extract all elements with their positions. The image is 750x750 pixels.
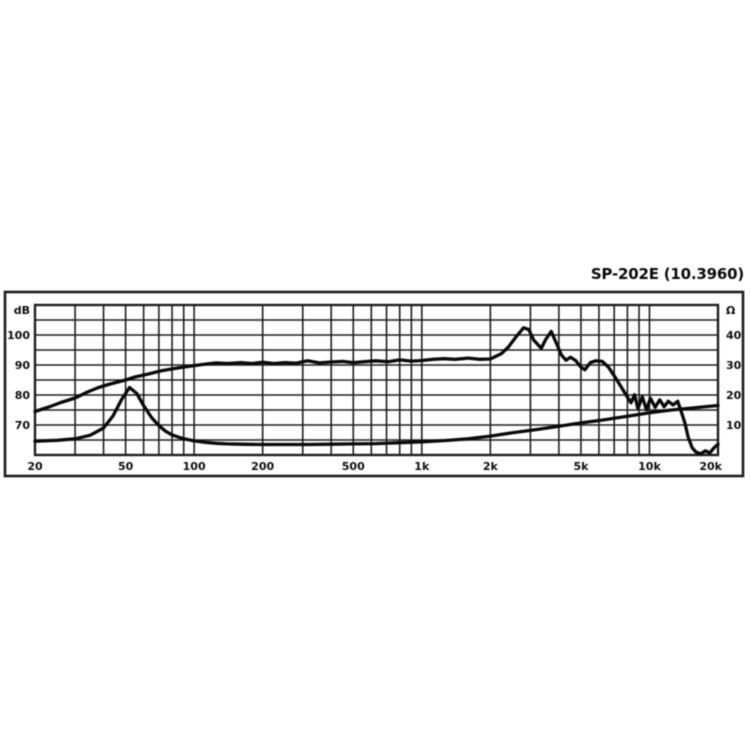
x-axis-tick-label: 10k [638, 460, 661, 473]
y-axis-left-tick-label: 80 [15, 389, 31, 402]
x-axis-tick-label: 20 [27, 460, 43, 473]
y-axis-right-unit-label: Ω [726, 304, 736, 317]
y-axis-left-tick-label: 90 [15, 359, 31, 372]
y-axis-left-tick-label: 70 [15, 419, 31, 432]
y-axis-left-tick-label: 100 [7, 329, 30, 342]
x-axis-tick-label: 100 [183, 460, 206, 473]
y-axis-right-tick-label: 10 [726, 419, 742, 432]
y-axis-right-tick-label: 30 [726, 359, 742, 372]
x-axis-tick-label: 1k [414, 460, 430, 473]
y-axis-right-tick-label: 40 [726, 329, 742, 342]
x-axis-tick-label: 200 [251, 460, 274, 473]
x-axis-tick-label: 500 [342, 460, 365, 473]
x-axis-tick-label: 5k [573, 460, 589, 473]
x-axis-tick-label: 20k [699, 460, 722, 473]
plot-border [33, 303, 720, 457]
x-axis-tick-label: 50 [118, 460, 134, 473]
impedance-curve [33, 385, 720, 447]
x-axis-tick-label: 2k [483, 460, 499, 473]
y-axis-left-unit-label: dB [14, 304, 30, 317]
y-axis-right-tick-label: 20 [726, 389, 742, 402]
frequency-response-curve [33, 326, 720, 456]
chart-title: SP-202E (10.3960) [590, 265, 744, 283]
chart-outer-frame [3, 290, 745, 478]
